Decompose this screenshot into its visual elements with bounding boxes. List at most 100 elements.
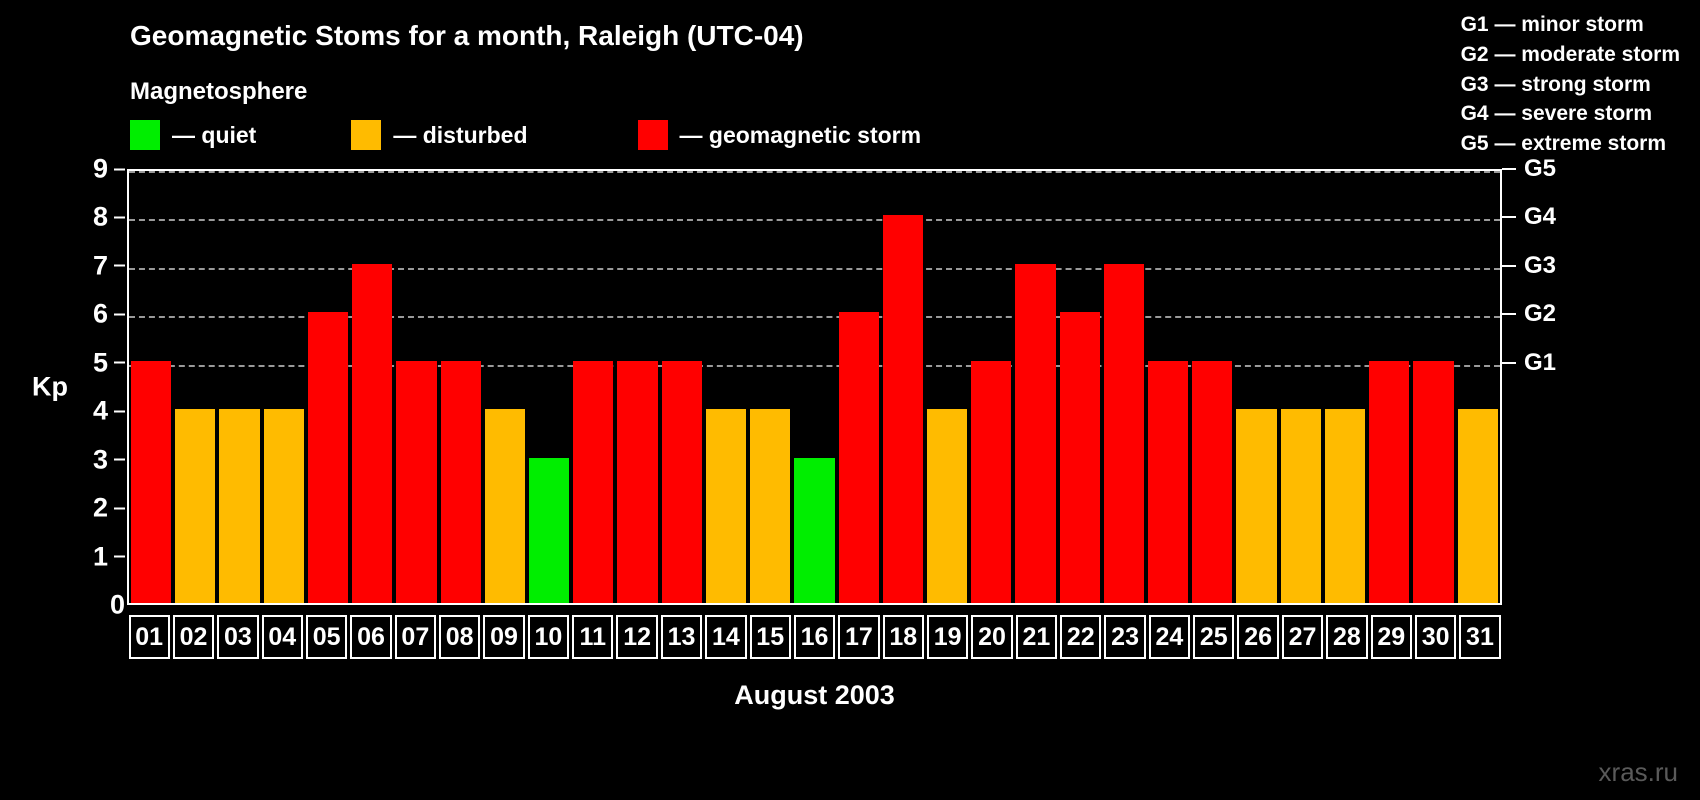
bar[interactable] [528, 457, 570, 603]
bar-cell[interactable] [837, 171, 881, 603]
day-label-box[interactable]: 30 [1414, 615, 1457, 659]
day-label-box[interactable]: 25 [1193, 615, 1235, 659]
bar[interactable] [1280, 409, 1321, 603]
day-label-box[interactable]: 17 [838, 615, 880, 659]
bar[interactable] [263, 409, 304, 603]
bar-cell[interactable] [262, 171, 306, 603]
bar[interactable] [1059, 312, 1100, 603]
day-label: 07 [401, 622, 430, 651]
plot-inner [129, 171, 1500, 603]
bar-cell[interactable] [1102, 171, 1146, 603]
bar[interactable] [1192, 360, 1233, 603]
day-label-box[interactable]: 14 [705, 615, 747, 659]
bar[interactable] [1148, 360, 1189, 603]
day-label-box[interactable]: 07 [394, 615, 437, 659]
day-label-box[interactable]: 29 [1370, 615, 1412, 659]
bar[interactable] [1324, 409, 1366, 603]
day-label-box[interactable]: 08 [439, 615, 481, 659]
bar-cell[interactable] [1146, 171, 1190, 603]
day-label-box[interactable]: 18 [882, 615, 924, 659]
bar-cell[interactable] [217, 171, 261, 603]
bar-cell[interactable] [527, 171, 571, 603]
bar[interactable] [1103, 263, 1145, 603]
day-label-box[interactable]: 15 [749, 615, 791, 659]
bar[interactable] [440, 360, 481, 603]
bar[interactable] [1457, 409, 1498, 603]
day-label-box[interactable]: 11 [572, 615, 614, 659]
bar-cell[interactable] [660, 171, 704, 603]
bar-cell[interactable] [1234, 171, 1278, 603]
bar-cell[interactable] [306, 171, 350, 603]
bar-cell[interactable] [350, 171, 394, 603]
bar[interactable] [396, 360, 437, 603]
day-label-box[interactable]: 05 [305, 615, 348, 659]
bar[interactable] [484, 409, 525, 603]
bar-cell[interactable] [483, 171, 527, 603]
bar-cell[interactable] [173, 171, 217, 603]
day-label-box[interactable]: 19 [926, 615, 969, 659]
day-label-box[interactable]: 24 [1148, 615, 1191, 659]
bar[interactable] [573, 360, 614, 603]
day-label: 12 [623, 622, 652, 651]
bar-cell[interactable] [748, 171, 792, 603]
bar-cell[interactable] [1190, 171, 1234, 603]
bar-cell[interactable] [571, 171, 615, 603]
day-label-box[interactable]: 04 [261, 615, 303, 659]
bar[interactable] [175, 409, 216, 603]
bar[interactable] [926, 409, 968, 603]
bar[interactable] [794, 457, 835, 603]
day-label-box[interactable]: 13 [660, 615, 703, 659]
bar-cell[interactable] [969, 171, 1013, 603]
bar-cell[interactable] [1279, 171, 1323, 603]
bar-cell[interactable] [1456, 171, 1500, 603]
day-label-box[interactable]: 01 [128, 615, 170, 659]
day-label-box[interactable]: 16 [793, 615, 836, 659]
day-label-box[interactable]: 09 [483, 615, 525, 659]
y-axis-tick-label: 5 [92, 347, 108, 378]
bar-cell[interactable] [1013, 171, 1057, 603]
bar-cell[interactable] [1058, 171, 1102, 603]
day-label-box[interactable]: 23 [1104, 615, 1146, 659]
g-scale-tick-mark [1502, 313, 1516, 316]
bar[interactable] [750, 409, 791, 603]
bar-cell[interactable] [1411, 171, 1455, 603]
day-label-box[interactable]: 26 [1237, 615, 1279, 659]
bar-cell[interactable] [925, 171, 969, 603]
bar-cell[interactable] [792, 171, 836, 603]
bar[interactable] [705, 409, 747, 603]
day-label-box[interactable]: 03 [217, 615, 259, 659]
bar-cell[interactable] [394, 171, 438, 603]
gscale-legend-line: G4 — severe storm [1460, 102, 1653, 126]
day-label-box[interactable]: 06 [350, 615, 392, 659]
bar[interactable] [1369, 360, 1410, 603]
bar[interactable] [617, 360, 658, 603]
bar-cell[interactable] [615, 171, 659, 603]
bar[interactable] [882, 215, 923, 603]
day-label-box[interactable]: 12 [616, 615, 658, 659]
bar[interactable] [1236, 409, 1277, 603]
day-label-box[interactable]: 22 [1060, 615, 1102, 659]
day-label-box[interactable]: 31 [1459, 615, 1501, 659]
day-label-box[interactable]: 27 [1281, 615, 1324, 659]
bar[interactable] [661, 360, 702, 603]
bar-cell[interactable] [1367, 171, 1411, 603]
day-label-box[interactable]: 02 [172, 615, 215, 659]
bar-cell[interactable] [129, 171, 173, 603]
day-label: 27 [1288, 622, 1317, 651]
bar-cell[interactable] [1323, 171, 1367, 603]
bar[interactable] [352, 263, 393, 603]
bar[interactable] [307, 312, 349, 603]
day-label-box[interactable]: 20 [971, 615, 1013, 659]
day-label-box[interactable]: 28 [1326, 615, 1368, 659]
day-label-box[interactable]: 21 [1015, 615, 1058, 659]
bar-cell[interactable] [704, 171, 748, 603]
bar-cell[interactable] [439, 171, 483, 603]
bar[interactable] [971, 360, 1012, 603]
day-label-box[interactable]: 10 [527, 615, 570, 659]
bar[interactable] [131, 360, 172, 603]
bar[interactable] [219, 409, 260, 603]
bar[interactable] [1413, 360, 1454, 603]
bar-cell[interactable] [881, 171, 925, 603]
bar[interactable] [1015, 263, 1056, 603]
bar[interactable] [838, 312, 879, 603]
